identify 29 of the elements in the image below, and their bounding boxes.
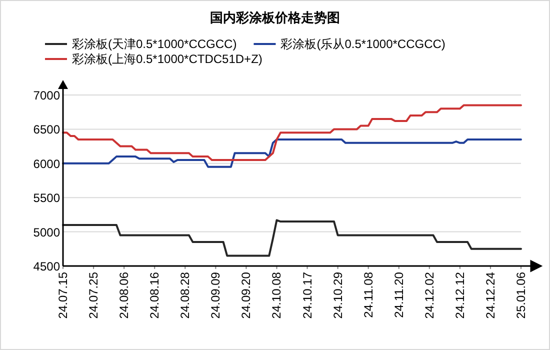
x-tick-label: 24.08.28 — [178, 272, 192, 319]
x-tick-label: 24.07.25 — [86, 272, 101, 319]
x-tick-label: 24.09.09 — [208, 272, 223, 319]
x-tick-label: 25.01.06 — [514, 272, 528, 319]
x-tick-label: 24.12.02 — [422, 272, 436, 319]
x-tick-label: 24.12.12 — [452, 272, 467, 319]
x-tick-label: 24.10.17 — [300, 272, 314, 319]
x-tick-label: 24.11.08 — [361, 272, 376, 318]
y-tick-label: 7000 — [33, 88, 60, 102]
line-series — [62, 138, 522, 168]
legend-label: 彩涂板(上海0.5*1000*CTDC51D+Z) — [72, 52, 262, 66]
y-tick-label: 6000 — [33, 156, 60, 171]
legend-label: 彩涂板(天津0.5*1000*CCGCC) — [72, 37, 237, 51]
x-tick-label: 24.07.15 — [56, 272, 70, 319]
y-tick-label: 5500 — [33, 191, 60, 206]
x-tick-label: 24.08.16 — [148, 272, 162, 319]
x-tick-label: 24.12.24 — [483, 272, 498, 319]
y-tick-label: 4500 — [33, 260, 60, 274]
x-tick-label: 24.10.08 — [270, 272, 284, 319]
x-tick-label: 24.08.06 — [117, 272, 132, 319]
y-tick-label: 6500 — [33, 122, 60, 137]
y-tick-label: 5000 — [33, 225, 60, 240]
x-tick-label: 24.09.20 — [239, 272, 254, 319]
legend-label: 彩涂板(乐从0.5*1000*CCGCC) — [280, 37, 446, 51]
chart-title: 国内彩涂板价格走势图 — [210, 10, 340, 25]
x-tick-label: 24.11.20 — [392, 272, 406, 318]
line-series — [62, 219, 522, 257]
line-series — [62, 104, 522, 161]
x-tick-label: 24.10.29 — [330, 272, 345, 319]
